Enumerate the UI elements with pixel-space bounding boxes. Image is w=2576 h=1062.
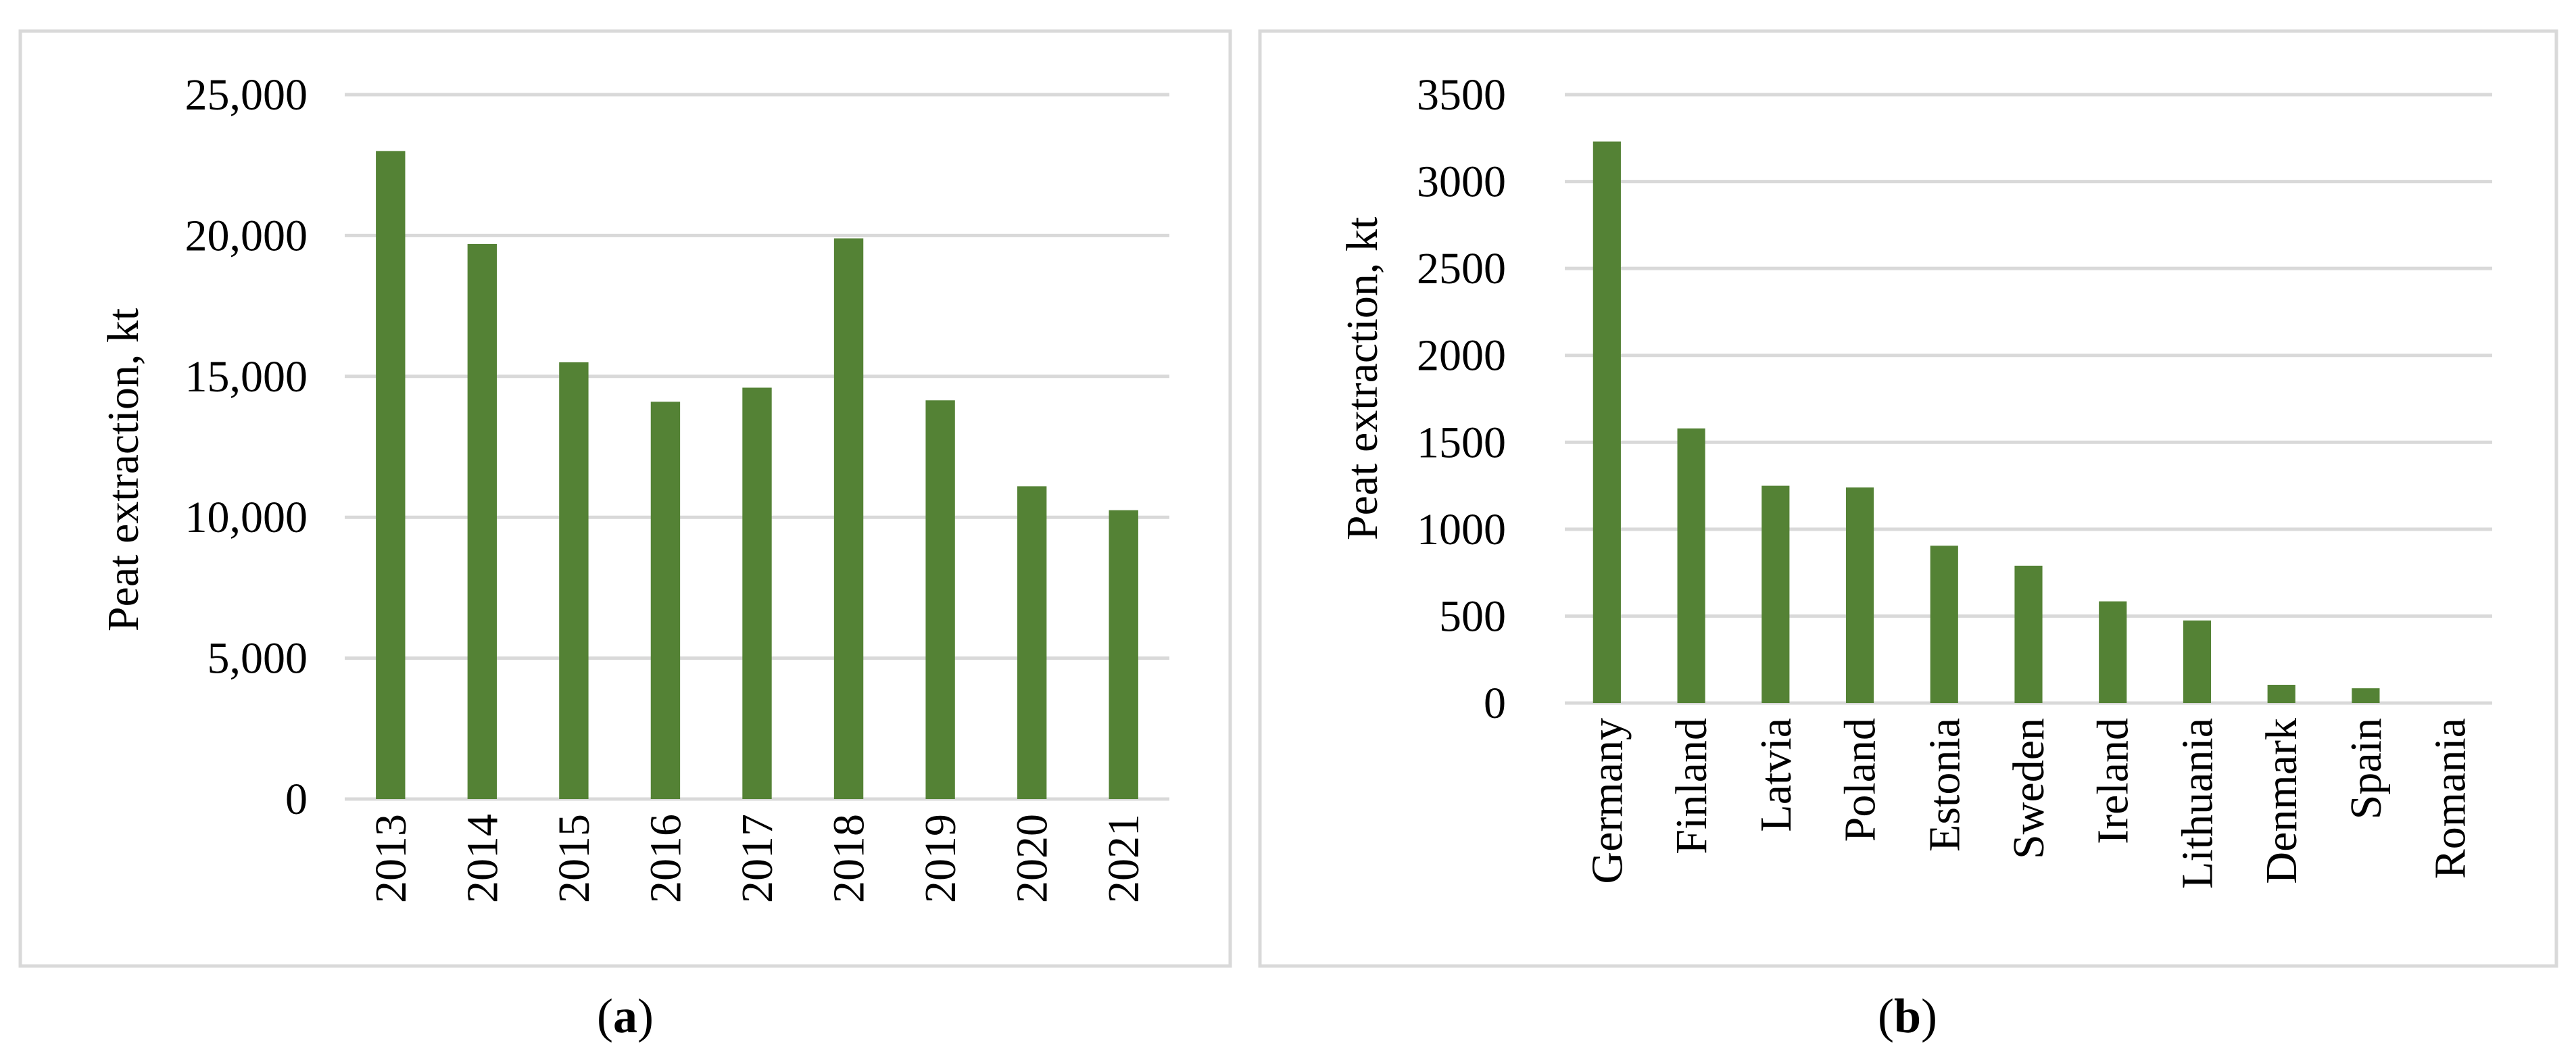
bar-2016	[650, 402, 681, 799]
bar-2020	[1017, 486, 1047, 799]
bar-ireland	[2099, 601, 2127, 703]
bar-sweden	[2014, 565, 2043, 703]
y-tick-label: 2500	[1417, 244, 1506, 293]
x-tick-label: 2015	[550, 814, 599, 903]
bar-finland	[1677, 428, 1705, 703]
panel-a-bars	[376, 151, 1138, 800]
bar-denmark	[2267, 685, 2295, 703]
x-tick-label: 2016	[641, 814, 690, 903]
x-tick-label: Estonia	[1920, 718, 1969, 852]
bar-spain	[2352, 688, 2380, 703]
bar-latvia	[1761, 485, 1790, 703]
bar-germany	[1593, 141, 1621, 703]
bar-estonia	[1930, 546, 1958, 703]
bar-2019	[925, 400, 955, 799]
x-tick-label: 2019	[916, 814, 965, 903]
y-tick-label: 3500	[1417, 70, 1506, 120]
bar-lithuania	[2183, 620, 2212, 703]
panel-b-caption: (b)	[1878, 989, 1937, 1043]
panel-a-y-axis-title: Peat extraction, kt	[99, 308, 148, 631]
x-tick-label: Spain	[2341, 718, 2391, 819]
y-tick-label: 1500	[1417, 418, 1506, 467]
bar-2013	[376, 151, 406, 800]
panel-b-y-axis-title: Peat extraction, kt	[1338, 217, 1387, 540]
x-tick-label: 2021	[1099, 814, 1148, 903]
x-tick-label: Lithuania	[2172, 718, 2222, 889]
panel-b-y-tick-labels: 0 500 1000 1500 2000 2500 3000 3500	[1417, 70, 1506, 728]
y-tick-label: 25,000	[185, 70, 308, 120]
bar-2017	[742, 387, 772, 799]
y-tick-label: 2000	[1417, 331, 1506, 381]
x-tick-label: Poland	[1836, 718, 1885, 842]
y-tick-label: 5,000	[208, 634, 308, 683]
x-tick-label: 2013	[366, 814, 416, 903]
x-tick-label: 2020	[1008, 814, 1057, 903]
panel-b-bars	[1593, 141, 2380, 703]
y-tick-label: 3000	[1417, 158, 1506, 207]
panel-a-y-tick-labels: 0 5,000 10,000 15,000 20,000 25,000	[185, 70, 308, 824]
x-tick-label: 2017	[733, 814, 782, 903]
bar-2015	[559, 362, 589, 799]
y-tick-label: 10,000	[185, 493, 308, 542]
x-tick-label: 2014	[458, 814, 507, 903]
y-tick-label: 0	[1484, 679, 1506, 728]
y-tick-label: 20,000	[185, 211, 308, 260]
x-tick-label: Sweden	[2004, 718, 2053, 859]
x-tick-label: 2018	[825, 814, 874, 903]
panel-b-frame	[1258, 29, 2558, 968]
y-tick-label: 0	[285, 775, 308, 824]
x-tick-label: Denmark	[2257, 718, 2306, 884]
panel-a-caption: (a)	[597, 989, 654, 1043]
panel-b: 0 500 1000 1500 2000 2500 3000 3500 Germany Finl…	[1258, 29, 2558, 1043]
bar-2021	[1109, 510, 1138, 799]
x-tick-label: Germany	[1582, 718, 1632, 884]
y-tick-label: 1000	[1417, 505, 1506, 554]
x-tick-label: Finland	[1667, 718, 1716, 854]
bar-2014	[467, 243, 497, 799]
y-tick-label: 15,000	[185, 352, 308, 402]
x-tick-label: Latvia	[1751, 718, 1801, 832]
panel-a-x-tick-labels: 2013 2014 2015 2016 2017 2018 2019 2020 2021	[366, 814, 1148, 903]
panel-b-x-tick-labels: Germany Finland Latvia Poland Estonia Sweden I…	[1582, 718, 2475, 889]
bar-poland	[1845, 487, 1874, 703]
x-tick-label: Ireland	[2089, 718, 2138, 844]
y-tick-label: 500	[1439, 592, 1506, 641]
x-tick-label: Romania	[2426, 718, 2475, 879]
bar-2018	[833, 238, 864, 799]
